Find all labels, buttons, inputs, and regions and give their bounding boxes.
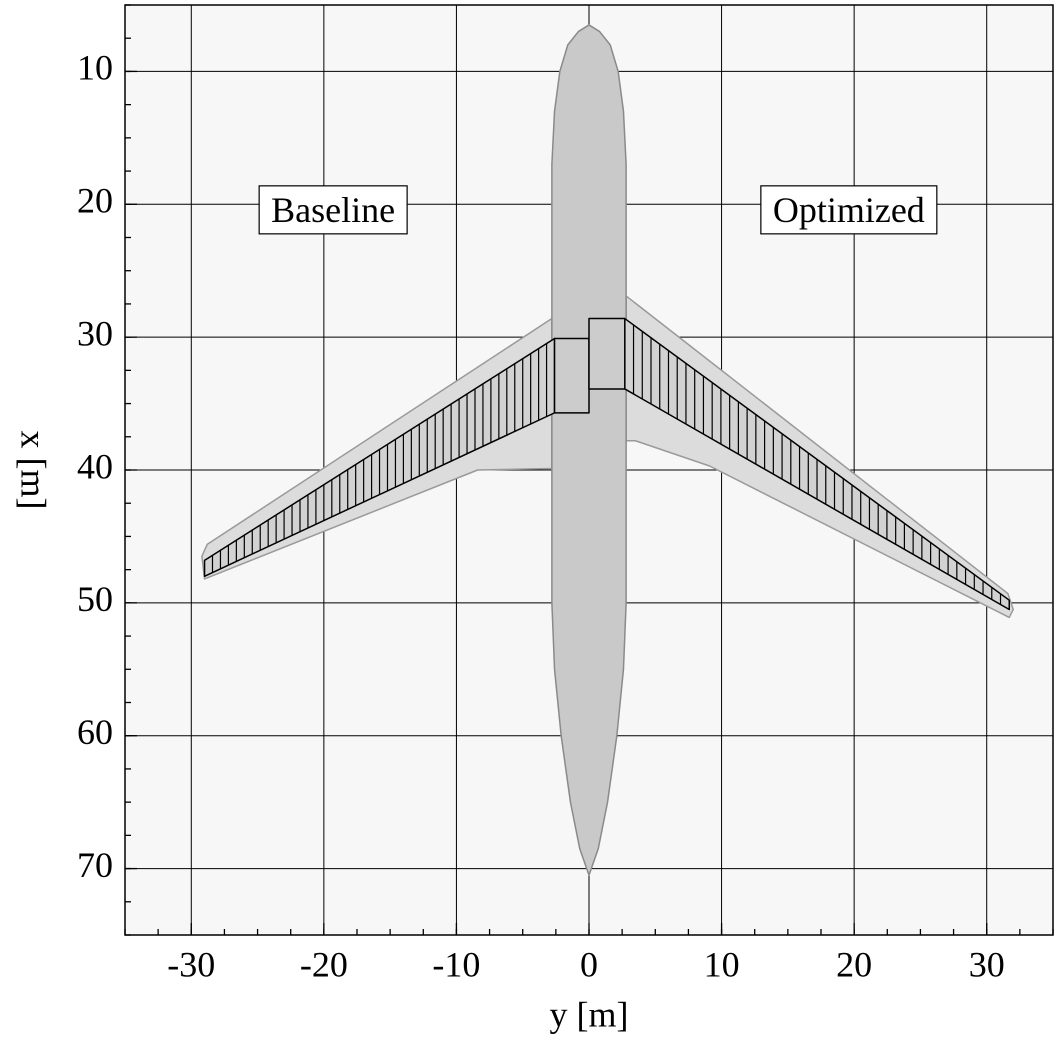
y-tick-label: 60 [77, 712, 113, 752]
annotation: Optimized [761, 186, 937, 234]
x-tick-label: 20 [836, 944, 872, 984]
annotation: Baseline [259, 186, 407, 234]
y-tick-label: 30 [77, 313, 113, 353]
y-tick-label: 10 [77, 48, 113, 88]
x-tick-label: 10 [704, 944, 740, 984]
shape [552, 25, 626, 875]
x-tick-label: 0 [580, 944, 598, 984]
annotation-text: Baseline [271, 190, 395, 230]
y-tick-label: 40 [77, 446, 113, 486]
x-axis-label: y [m] [550, 994, 629, 1034]
x-tick-label: -30 [167, 944, 215, 984]
x-tick-label: -10 [432, 944, 480, 984]
annotation-text: Optimized [773, 190, 925, 230]
y-axis-label: x [m] [14, 431, 54, 510]
shape [555, 338, 589, 412]
x-tick-label: -20 [300, 944, 348, 984]
x-tick-label: 30 [969, 944, 1005, 984]
y-tick-label: 70 [77, 845, 113, 885]
y-tick-label: 50 [77, 579, 113, 619]
chart: y [m] x [m] -30 -20 -10 0 10 20 30 10 20 30 40 50 60… [0, 0, 1057, 1040]
shape [589, 319, 625, 389]
y-tick-label: 20 [77, 181, 113, 221]
